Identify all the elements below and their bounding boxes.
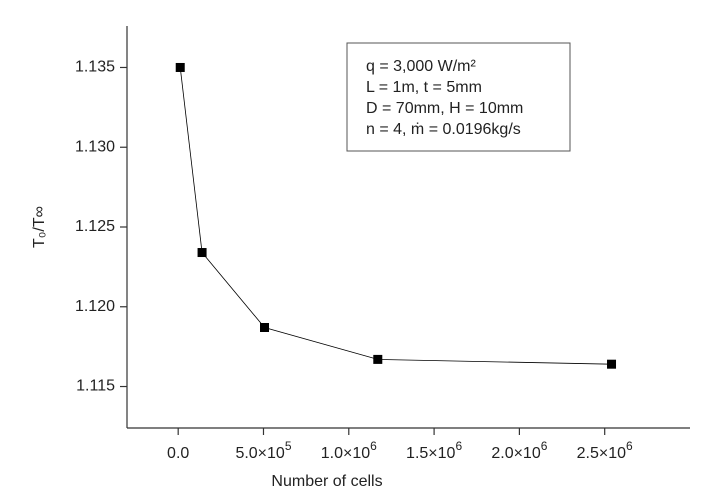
x-tick-label-base: 1.5×10 — [406, 445, 455, 462]
x-tick-label-base: 2.0×10 — [491, 445, 540, 462]
x-axis-label: Number of cells — [271, 473, 382, 490]
x-tick-label: 1.0×106 — [321, 439, 377, 462]
x-tick-label: 0.0 — [167, 445, 189, 462]
y-tick-label: 1.125 — [75, 218, 115, 235]
data-point — [373, 354, 383, 364]
x-tick-label-base: 5.0×10 — [235, 445, 284, 462]
x-tick-label: 5.0×105 — [235, 439, 291, 462]
annotation-box — [346, 42, 571, 152]
x-tick-label-base: 1.0×10 — [321, 445, 370, 462]
y-tick-label: 1.115 — [76, 378, 115, 395]
data-point — [607, 359, 617, 369]
annotation-line: n = 4, ṁ = 0.0196kg/s — [366, 121, 521, 138]
x-tick-label-exponent: 6 — [455, 439, 462, 453]
x-tick-label: 1.5×106 — [406, 439, 462, 462]
x-tick-label-exponent: 6 — [541, 439, 548, 453]
x-tick-label: 2.5×106 — [577, 439, 633, 462]
x-tick-label-exponent: 6 — [626, 439, 633, 453]
data-point — [175, 62, 185, 72]
x-tick-label: 2.0×106 — [491, 439, 547, 462]
y-tick-label: 1.130 — [75, 138, 115, 155]
data-point — [197, 248, 207, 258]
annotation-line: q = 3,000 W/m² — [366, 58, 476, 75]
x-tick-label-base: 0.0 — [167, 445, 189, 462]
y-tick-label: 1.120 — [75, 298, 115, 315]
data-point — [260, 323, 270, 332]
y-axis-label: T₀/T∞ — [31, 206, 48, 248]
annotation-line: L = 1m, t = 5mm — [366, 79, 482, 96]
annotation-line: D = 70mm, H = 10mm — [366, 100, 523, 117]
x-tick-label-base: 2.5×10 — [577, 445, 626, 462]
x-tick-label-exponent: 6 — [370, 439, 377, 453]
y-tick-label: 1.135 — [75, 59, 115, 76]
x-tick-label-exponent: 5 — [285, 439, 292, 453]
